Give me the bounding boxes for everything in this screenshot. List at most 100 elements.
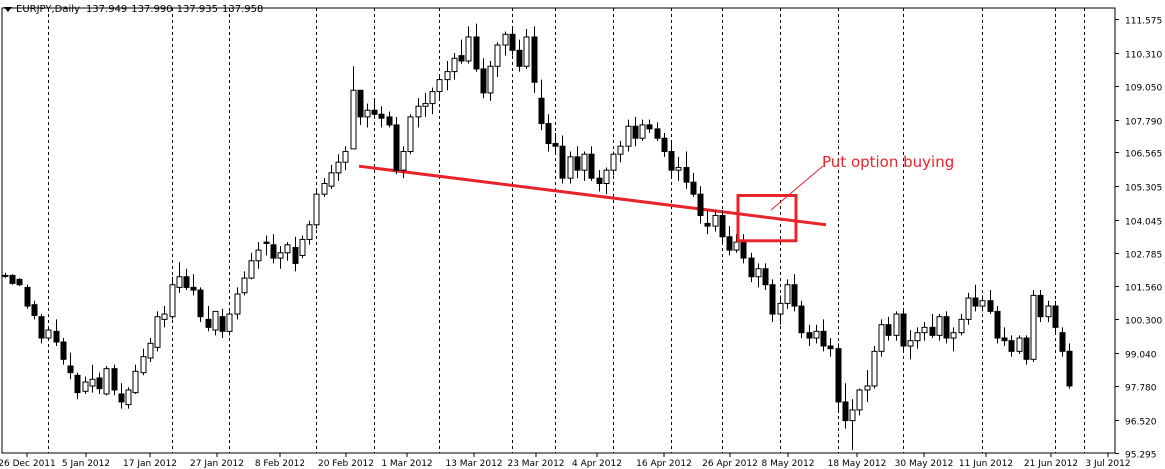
bear-candle [574,156,581,171]
x-tick-label: 23 Mar 2012 [507,459,564,469]
bear-candle [24,286,31,307]
bull-candle [284,244,291,254]
bull-candle [422,103,429,107]
bull-candle [400,151,407,171]
bear-candle [885,324,892,336]
bull-candle [89,378,96,387]
bull-candle [299,238,306,256]
dropdown-arrow-icon[interactable] [4,6,12,12]
bear-candle [719,214,726,238]
bear-candle [704,222,711,227]
bear-candle [190,286,197,291]
bear-candle [9,274,16,284]
chart-header: EURJPY,Daily 137.949 137.990 137.935 137… [4,1,267,17]
y-tick-label: 102.785 [1125,251,1162,261]
bull-candle [132,370,139,394]
bull-candle [936,316,943,336]
bear-candle [683,167,690,183]
x-tick-label: 26 Apr 2012 [702,459,758,469]
bear-candle [900,313,907,347]
bull-candle [639,124,646,139]
bear-candle [1023,337,1030,360]
bear-candle [798,305,805,334]
grid-lines [1,7,1116,454]
bull-candle [82,381,89,392]
bear-candle [531,36,538,83]
bear-candle [118,393,125,403]
bear-candle [545,123,552,145]
bull-candle [893,313,900,336]
bear-candle [1037,294,1044,318]
x-tick-label: 4 Apr 2012 [572,459,622,469]
bull-candle [567,156,574,179]
bear-candle [596,177,603,185]
bear-candle [994,310,1001,339]
bear-candle [842,401,849,422]
bear-candle [371,109,378,115]
bear-candle [972,297,979,307]
bull-candle [625,125,632,147]
bear-candle [74,374,81,394]
bull-candle [1045,305,1052,318]
close-value: 137.958 [222,3,264,15]
bear-candle [791,284,798,307]
bear-candle [509,33,516,51]
bear-candle [820,330,827,347]
bull-candle [675,167,682,171]
x-tick-label: 21 Jun 2012 [1024,459,1078,469]
bear-candle [762,268,769,286]
bull-candle [864,385,871,391]
bull-candle [415,105,422,118]
bear-candle [111,368,118,391]
bull-candle [784,284,791,304]
bull-candle [979,300,986,307]
bull-candle [45,329,52,339]
bear-candle [516,49,523,67]
bull-candle [161,313,168,320]
bear-candle [661,137,668,153]
bull-candle [1016,337,1023,352]
bear-candle [1008,340,1015,352]
bear-candle [1052,305,1059,328]
y-tick-label: 95.295 [1125,451,1157,461]
bull-candle [306,224,313,240]
bull-candle [407,116,414,153]
trendline-layer [358,164,827,227]
highlight-box [736,193,798,243]
bull-candle [234,293,241,315]
bear-candle [357,89,364,118]
bull-candle [950,332,957,339]
bull-candle [364,109,371,118]
y-tick-label: 96.520 [1125,418,1157,428]
bear-candle [183,276,190,288]
bull-candle [154,316,161,348]
bear-candle [748,257,755,278]
bull-candle [328,172,335,187]
bull-candle [617,145,624,155]
bear-candle [726,236,733,251]
bear-candle [60,341,67,360]
bear-candle [473,36,480,70]
price-axis: 111.575 110.310 109.050 107.790 106.565 105.3… [1115,17,1162,461]
open-value: 137.949 [85,3,128,15]
bull-candle [1030,294,1037,360]
bull-candle [502,33,509,46]
bull-candle [777,302,784,315]
bear-candle [263,241,270,244]
bear-candle [632,125,639,139]
bull-candle [849,409,856,422]
bull-candle [277,252,284,259]
bull-candle [733,241,740,251]
y-tick-label: 107.790 [1125,118,1162,128]
bull-candle [465,36,472,62]
bull-candle [581,153,588,171]
bull-candle [436,79,443,93]
bull-candle [914,332,921,342]
x-tick-label: 8 May 2012 [762,459,815,469]
bull-candle [335,161,342,174]
x-tick-label: 13 Mar 2012 [445,459,502,469]
x-tick-label: 20 Feb 2012 [318,459,374,469]
bear-candle [53,330,60,343]
bull-candle [755,268,762,278]
